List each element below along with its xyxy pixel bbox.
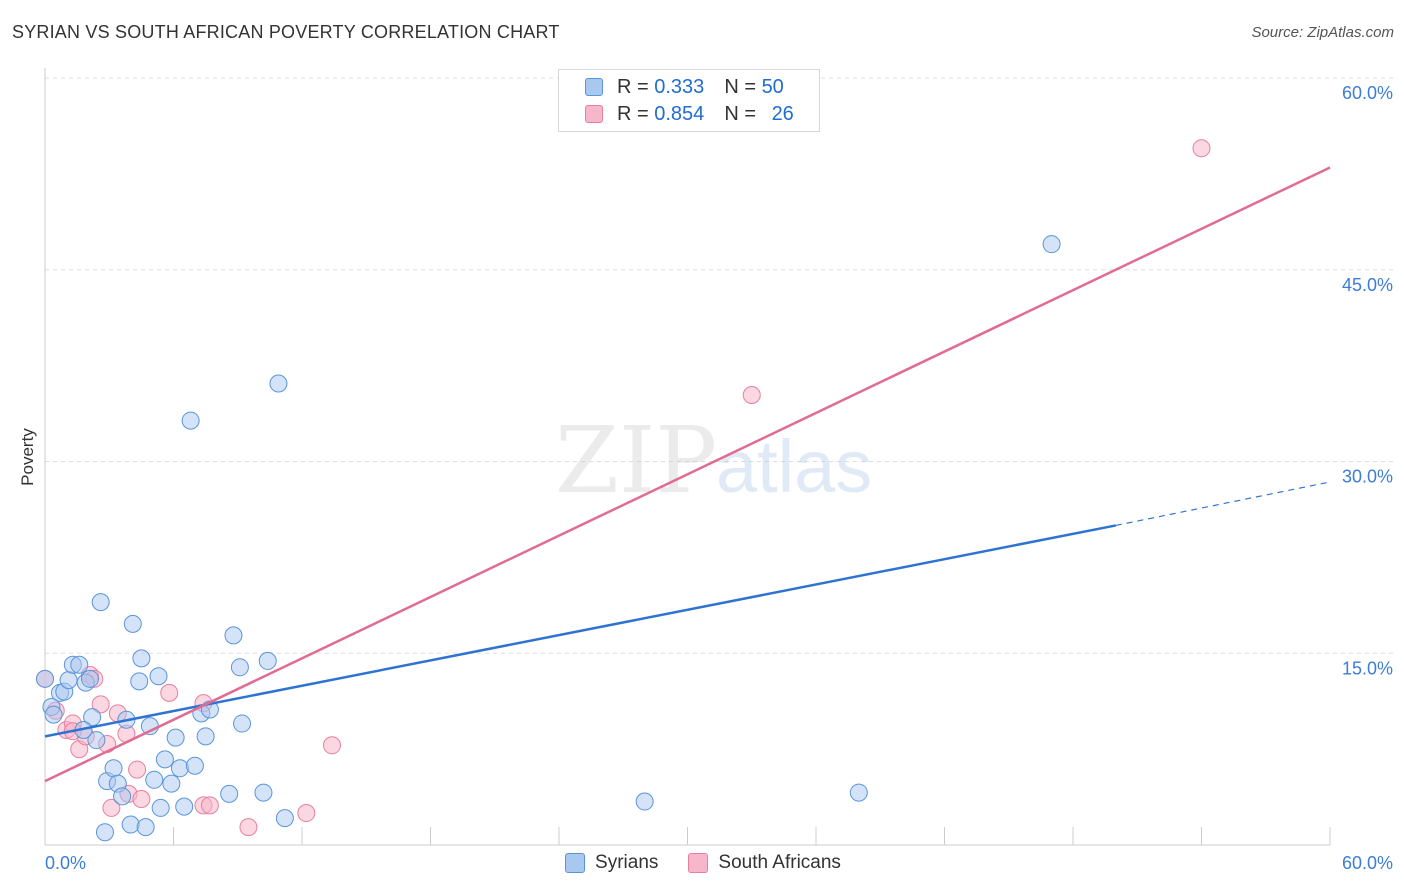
data-point-syrian [233, 714, 252, 733]
watermark-zip: ZIP [555, 407, 717, 514]
data-point-syrian [220, 784, 239, 803]
y-tick-label: 45.0% [1342, 275, 1393, 295]
data-point-syrian [269, 374, 288, 393]
data-point-syrian [59, 671, 78, 690]
legend-r-value: 0.333 [654, 75, 705, 98]
data-point-syrian [151, 798, 170, 817]
source-credit: Source: ZipAtlas.com [1251, 24, 1394, 41]
data-point-syrian [130, 672, 149, 691]
data-point-south-african [297, 804, 316, 823]
data-point-syrian [80, 669, 99, 688]
data-point-south-african [1192, 139, 1211, 158]
y-tick-label: 30.0% [1342, 467, 1393, 487]
data-point-south-african [322, 736, 341, 755]
syrians-points [36, 235, 1061, 842]
trend-line-syrians-extension [1115, 481, 1331, 527]
data-point-syrian [132, 649, 151, 668]
data-point-syrian [104, 759, 123, 778]
data-point-syrian [635, 792, 654, 811]
legend-item-south-africans[interactable]: South Africans [688, 852, 841, 874]
data-point-syrian [230, 658, 249, 677]
y-tick-label: 60.0% [1342, 83, 1393, 103]
data-point-south-african [128, 760, 147, 779]
data-point-syrian [87, 731, 106, 750]
legend-n-value: 50 [761, 75, 784, 98]
data-point-syrian [170, 759, 189, 778]
syrians-swatch [565, 853, 586, 873]
series-legend: Syrians South Africans [0, 852, 1406, 874]
data-point-south-african [132, 789, 151, 808]
data-point-syrian [149, 667, 168, 686]
data-point-south-african [742, 386, 761, 405]
data-point-syrian [254, 783, 273, 802]
syrians-swatch [585, 78, 603, 96]
legend-label-south-africans: South Africans [718, 852, 841, 873]
legend-row-syrians: R = 0.333 N = 50 [585, 75, 784, 99]
watermark-atlas: atlas [716, 425, 872, 508]
tick-labels: 15.0% 30.0% 45.0% 60.0% 0.0% 60.0% [45, 83, 1393, 873]
data-point-syrian [95, 823, 114, 842]
data-point-syrian [44, 705, 63, 724]
legend-r-label: R = [617, 75, 649, 98]
south-africans-swatch [688, 853, 709, 873]
data-point-south-african [91, 695, 110, 714]
data-point-syrian [185, 756, 204, 775]
data-point-south-african [160, 683, 179, 702]
data-point-syrian [91, 593, 110, 612]
data-point-syrian [275, 809, 294, 828]
data-point-syrian [136, 818, 155, 837]
x-tick-label: 60.0% [1342, 853, 1393, 873]
legend-n-label: N = [724, 102, 756, 125]
data-point-syrian [196, 727, 215, 746]
legend-r-label: R = [617, 102, 649, 125]
x-tick-label: 0.0% [45, 853, 86, 873]
trend-line-south-africans [44, 166, 1331, 783]
watermark: ZIP atlas [555, 407, 872, 514]
data-point-syrian [123, 614, 142, 633]
data-point-south-african [102, 798, 121, 817]
stats-legend: R = 0.333 N = 50 R = 0.854 N = 26 [558, 69, 820, 132]
data-point-syrian [36, 669, 54, 688]
data-point-syrian [70, 655, 89, 674]
data-point-syrian [162, 774, 181, 793]
data-point-syrian [258, 651, 277, 670]
data-point-syrian [224, 626, 243, 645]
y-tick-label: 15.0% [1342, 658, 1393, 678]
trend-line-syrians [44, 524, 1117, 738]
data-point-syrian [83, 708, 102, 727]
data-point-south-african [200, 796, 219, 815]
legend-label-syrians: Syrians [595, 852, 659, 873]
data-point-syrian [175, 797, 194, 816]
gridlines [45, 77, 1393, 654]
south-africans-swatch [585, 105, 603, 123]
legend-row-south-africans: R = 0.854 N = 26 [585, 102, 794, 126]
legend-r-value: 0.854 [654, 102, 705, 125]
data-point-syrian [155, 750, 174, 769]
data-point-syrian [181, 411, 200, 430]
y-axis-label: Poverty [18, 428, 37, 486]
data-point-south-african [239, 818, 258, 837]
legend-item-syrians[interactable]: Syrians [565, 852, 658, 874]
data-point-syrian [145, 770, 164, 789]
data-point-syrian [166, 728, 185, 747]
data-point-syrian [121, 815, 140, 834]
trend-lines [44, 166, 1331, 783]
data-point-syrian [849, 783, 868, 802]
legend-n-value: 26 [771, 102, 794, 125]
data-point-syrian [1042, 235, 1061, 254]
data-point-syrian [113, 787, 132, 806]
chart-title: SYRIAN VS SOUTH AFRICAN POVERTY CORRELAT… [12, 22, 560, 42]
legend-n-label: N = [724, 75, 756, 98]
